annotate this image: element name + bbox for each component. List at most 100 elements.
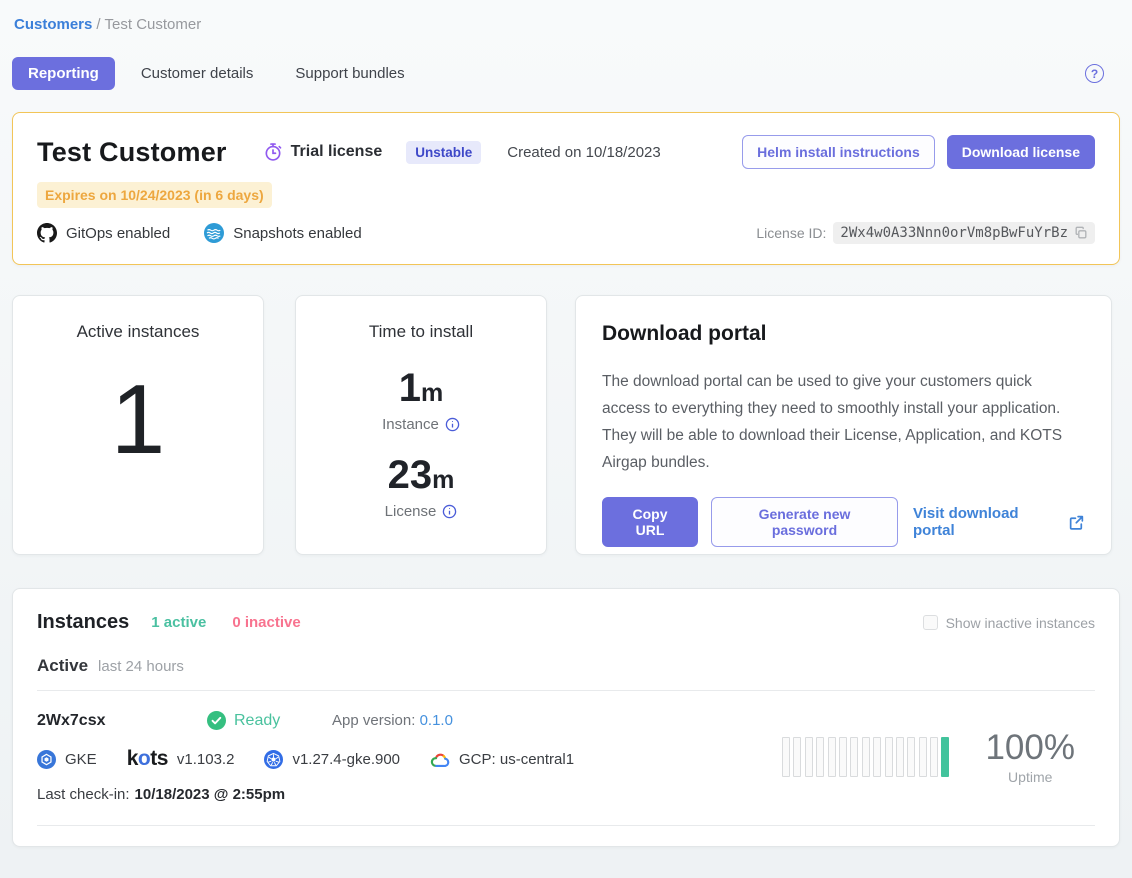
external-link-icon [1068, 514, 1085, 531]
copy-url-button[interactable]: Copy URL [602, 497, 698, 547]
uptime-bar[interactable] [782, 737, 790, 777]
kots-logo-ts: ts [150, 747, 168, 770]
show-inactive-toggle[interactable]: Show inactive instances [922, 614, 1095, 631]
license-time-unit: m [432, 466, 455, 494]
show-inactive-label: Show inactive instances [945, 614, 1095, 631]
customer-title: Test Customer [37, 136, 227, 167]
uptime-bar[interactable] [941, 737, 950, 777]
gitops-label: GitOps enabled [66, 224, 171, 242]
active-count: 1 active [151, 614, 207, 631]
page: Customers / Test Customer Reporting Custom… [12, 16, 1120, 847]
instances-header: Instances 1 active 0 inactive Show inact… [37, 611, 1095, 634]
help-icon[interactable]: ? [1085, 64, 1104, 83]
license-type: Trial license [263, 142, 383, 162]
visit-link-label: Visit download portal [913, 505, 1019, 539]
distribution-label: GKE [65, 750, 97, 768]
gitops-feature: GitOps enabled [37, 223, 170, 243]
kots-logo-k: k [126, 747, 139, 770]
tab-customer-details[interactable]: Customer details [140, 65, 254, 82]
cloud-region-chip: GCP: us-central1 [430, 751, 574, 768]
license-time-value: 23 [387, 453, 433, 497]
download-portal-title: Download portal [602, 322, 767, 345]
instances-title: Instances [37, 611, 130, 633]
uptime-bar[interactable] [930, 737, 939, 777]
last-checkin-label: Last check-in: [37, 786, 130, 803]
kubernetes-icon [264, 749, 284, 769]
active-instances-value: 1 [110, 364, 166, 474]
snapshots-feature: Snapshots enabled [204, 223, 362, 243]
instance-info-icon[interactable] [445, 417, 460, 432]
app-version-link[interactable]: 0.1.0 [419, 712, 453, 729]
customer-summary-card: Test Customer Trial license Unstable Cre… [12, 112, 1120, 265]
snapshots-icon [204, 223, 225, 243]
uptime-bar[interactable] [804, 737, 813, 777]
uptime-bar[interactable] [895, 737, 904, 777]
instance-time-unit: m [421, 379, 444, 407]
kots-version-label: v1.103.2 [176, 750, 235, 768]
github-icon [37, 223, 57, 243]
download-portal-card: Download portal The download portal can … [575, 295, 1112, 555]
instance-status: Ready [207, 711, 332, 730]
instance-time-value: 1 [398, 366, 421, 410]
uptime-bar[interactable] [838, 737, 847, 777]
uptime-meta: 100% Uptime [985, 727, 1075, 786]
show-inactive-checkbox[interactable] [922, 615, 938, 630]
cloud-region-label: GCP: us-central1 [459, 750, 575, 768]
license-id-row: License ID: 2Wx4w0A33Nnn0orVm8pBwFuYrBz [756, 222, 1095, 244]
uptime-bar[interactable] [873, 737, 882, 777]
helm-install-instructions-button[interactable]: Helm install instructions [742, 135, 935, 169]
instance-id[interactable]: 2Wx7csx [37, 711, 106, 729]
uptime-bar[interactable] [850, 737, 859, 777]
gcp-icon [430, 751, 450, 768]
last-checkin-value: 10/18/2023 @ 2:55pm [134, 786, 286, 803]
snapshots-label: Snapshots enabled [233, 224, 362, 242]
uptime-bar[interactable] [827, 737, 836, 777]
instance-status-label: Ready [234, 711, 281, 729]
tab-bar: Reporting Customer details Support bundl… [12, 57, 1120, 90]
time-range-label: last 24 hours [98, 658, 184, 675]
stats-row: Active instances 1 Time to install 1m In… [12, 295, 1120, 555]
active-instances-card: Active instances 1 [12, 295, 264, 555]
kots-logo: kots [126, 747, 169, 771]
time-to-install-title: Time to install [368, 322, 474, 341]
active-section-header: Active last 24 hours [37, 656, 1095, 676]
app-version: App version: 0.1.0 [332, 712, 453, 729]
license-info-icon[interactable] [442, 504, 457, 519]
license-id-text: 2Wx4w0A33Nnn0orVm8pBwFuYrBz [840, 225, 1068, 241]
breadcrumb-current: Test Customer [104, 16, 202, 33]
tab-reporting[interactable]: Reporting [12, 57, 115, 90]
time-to-install-card: Time to install 1m Instance 23m License [295, 295, 547, 555]
uptime-bar[interactable] [907, 737, 916, 777]
instance-time-label: Instance [382, 416, 439, 433]
tab-support-bundles[interactable]: Support bundles [295, 65, 405, 82]
uptime-value: 100% [985, 727, 1075, 767]
uptime-label: Uptime [1008, 769, 1053, 786]
inactive-count: 0 inactive [232, 614, 301, 631]
divider [37, 690, 1095, 691]
download-portal-actions: Copy URL Generate new password Visit dow… [602, 497, 1085, 547]
copy-icon[interactable] [1074, 226, 1088, 240]
last-checkin: Last check-in: 10/18/2023 @ 2:55pm [37, 786, 782, 803]
uptime-bar[interactable] [793, 737, 802, 777]
app-version-label: App version: [332, 712, 416, 729]
license-install-time: 23m [296, 455, 546, 495]
uptime-bar[interactable] [884, 737, 893, 777]
breadcrumb-separator: / [96, 16, 101, 33]
gke-icon [37, 749, 56, 769]
license-id-value[interactable]: 2Wx4w0A33Nnn0orVm8pBwFuYrBz [833, 222, 1095, 244]
instance-row: 2Wx7csx Ready App version: 0.1.0 [37, 691, 1095, 825]
visit-download-portal-link[interactable]: Visit download portal [913, 505, 1085, 539]
download-license-button[interactable]: Download license [946, 135, 1095, 169]
uptime-bar[interactable] [816, 737, 825, 777]
active-instances-title: Active instances [76, 322, 200, 341]
generate-password-button[interactable]: Generate new password [710, 497, 899, 547]
breadcrumb-customers-link[interactable]: Customers [14, 16, 93, 33]
uptime-bar[interactable] [918, 737, 927, 777]
uptime-bar[interactable] [861, 737, 870, 777]
active-section-label: Active [37, 656, 89, 675]
channel-badge: Unstable [406, 140, 482, 164]
created-date: Created on 10/18/2023 [507, 143, 661, 161]
license-type-label: Trial license [290, 143, 383, 160]
license-time-label: License [384, 503, 437, 520]
divider [37, 825, 1095, 826]
